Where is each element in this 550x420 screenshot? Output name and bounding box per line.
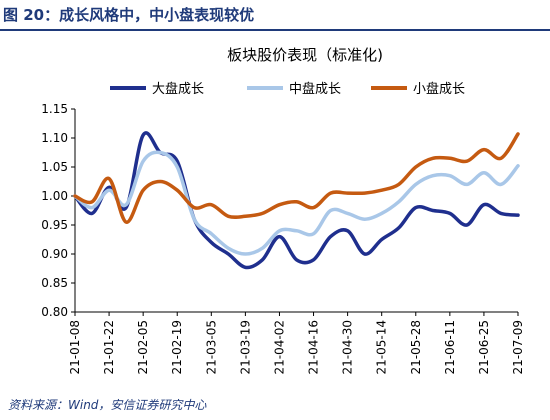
x-tick-label: 21-04-16 [307, 320, 321, 374]
source-note: 资料来源：Wind，安信证券研究中心 [8, 398, 207, 412]
y-tick-label: 1.10 [41, 131, 68, 145]
chart-title: 板块股价表现（标准化) [227, 46, 383, 64]
x-tick-label: 21-05-28 [409, 320, 423, 374]
y-tick-label: 1.15 [41, 102, 68, 116]
x-tick-label: 21-01-08 [68, 320, 82, 374]
y-tick-label: 0.95 [41, 218, 68, 232]
x-tick-label: 21-07-09 [511, 320, 525, 374]
series-lines [73, 131, 520, 270]
series-line-2 [73, 150, 520, 256]
x-tick-label: 21-05-14 [375, 320, 389, 374]
line-chart: 板块股价表现（标准化) 大盘成长 中盘成长 小盘成长 0.80 0.85 0.90 0.9… [41, 46, 525, 374]
x-tick-label: 21-06-25 [477, 320, 491, 374]
title-rule [0, 29, 550, 31]
x-tick-label: 21-03-05 [204, 320, 218, 374]
legend: 大盘成长 中盘成长 小盘成长 [110, 81, 465, 97]
x-tick-label: 21-02-05 [136, 320, 150, 374]
x-tick-label: 21-02-19 [170, 320, 184, 374]
x-tick-label: 21-03-19 [238, 320, 252, 374]
y-tick-label: 0.90 [41, 247, 68, 261]
y-tick-label: 1.05 [41, 160, 68, 174]
series-line-1 [73, 131, 520, 270]
x-tick-label: 21-06-11 [443, 320, 457, 374]
legend-label-1: 大盘成长 [152, 81, 204, 97]
y-tick-label: 0.85 [41, 276, 68, 290]
x-tick-label: 21-04-02 [272, 320, 286, 374]
figure-title: 图 20：成长风格中，中小盘表现较优 [3, 6, 255, 24]
y-tick-label: 0.80 [41, 305, 68, 319]
legend-label-3: 小盘成长 [413, 81, 465, 97]
x-tick-label: 21-01-22 [102, 320, 116, 374]
legend-label-2: 中盘成长 [289, 81, 341, 97]
y-tick-label: 1.00 [41, 189, 68, 203]
series-line-3 [73, 132, 520, 224]
axes: 0.80 0.85 0.90 0.95 1.00 1.05 1.10 1.15 21-01-08… [41, 102, 525, 374]
x-tick-label: 21-04-30 [341, 320, 355, 374]
